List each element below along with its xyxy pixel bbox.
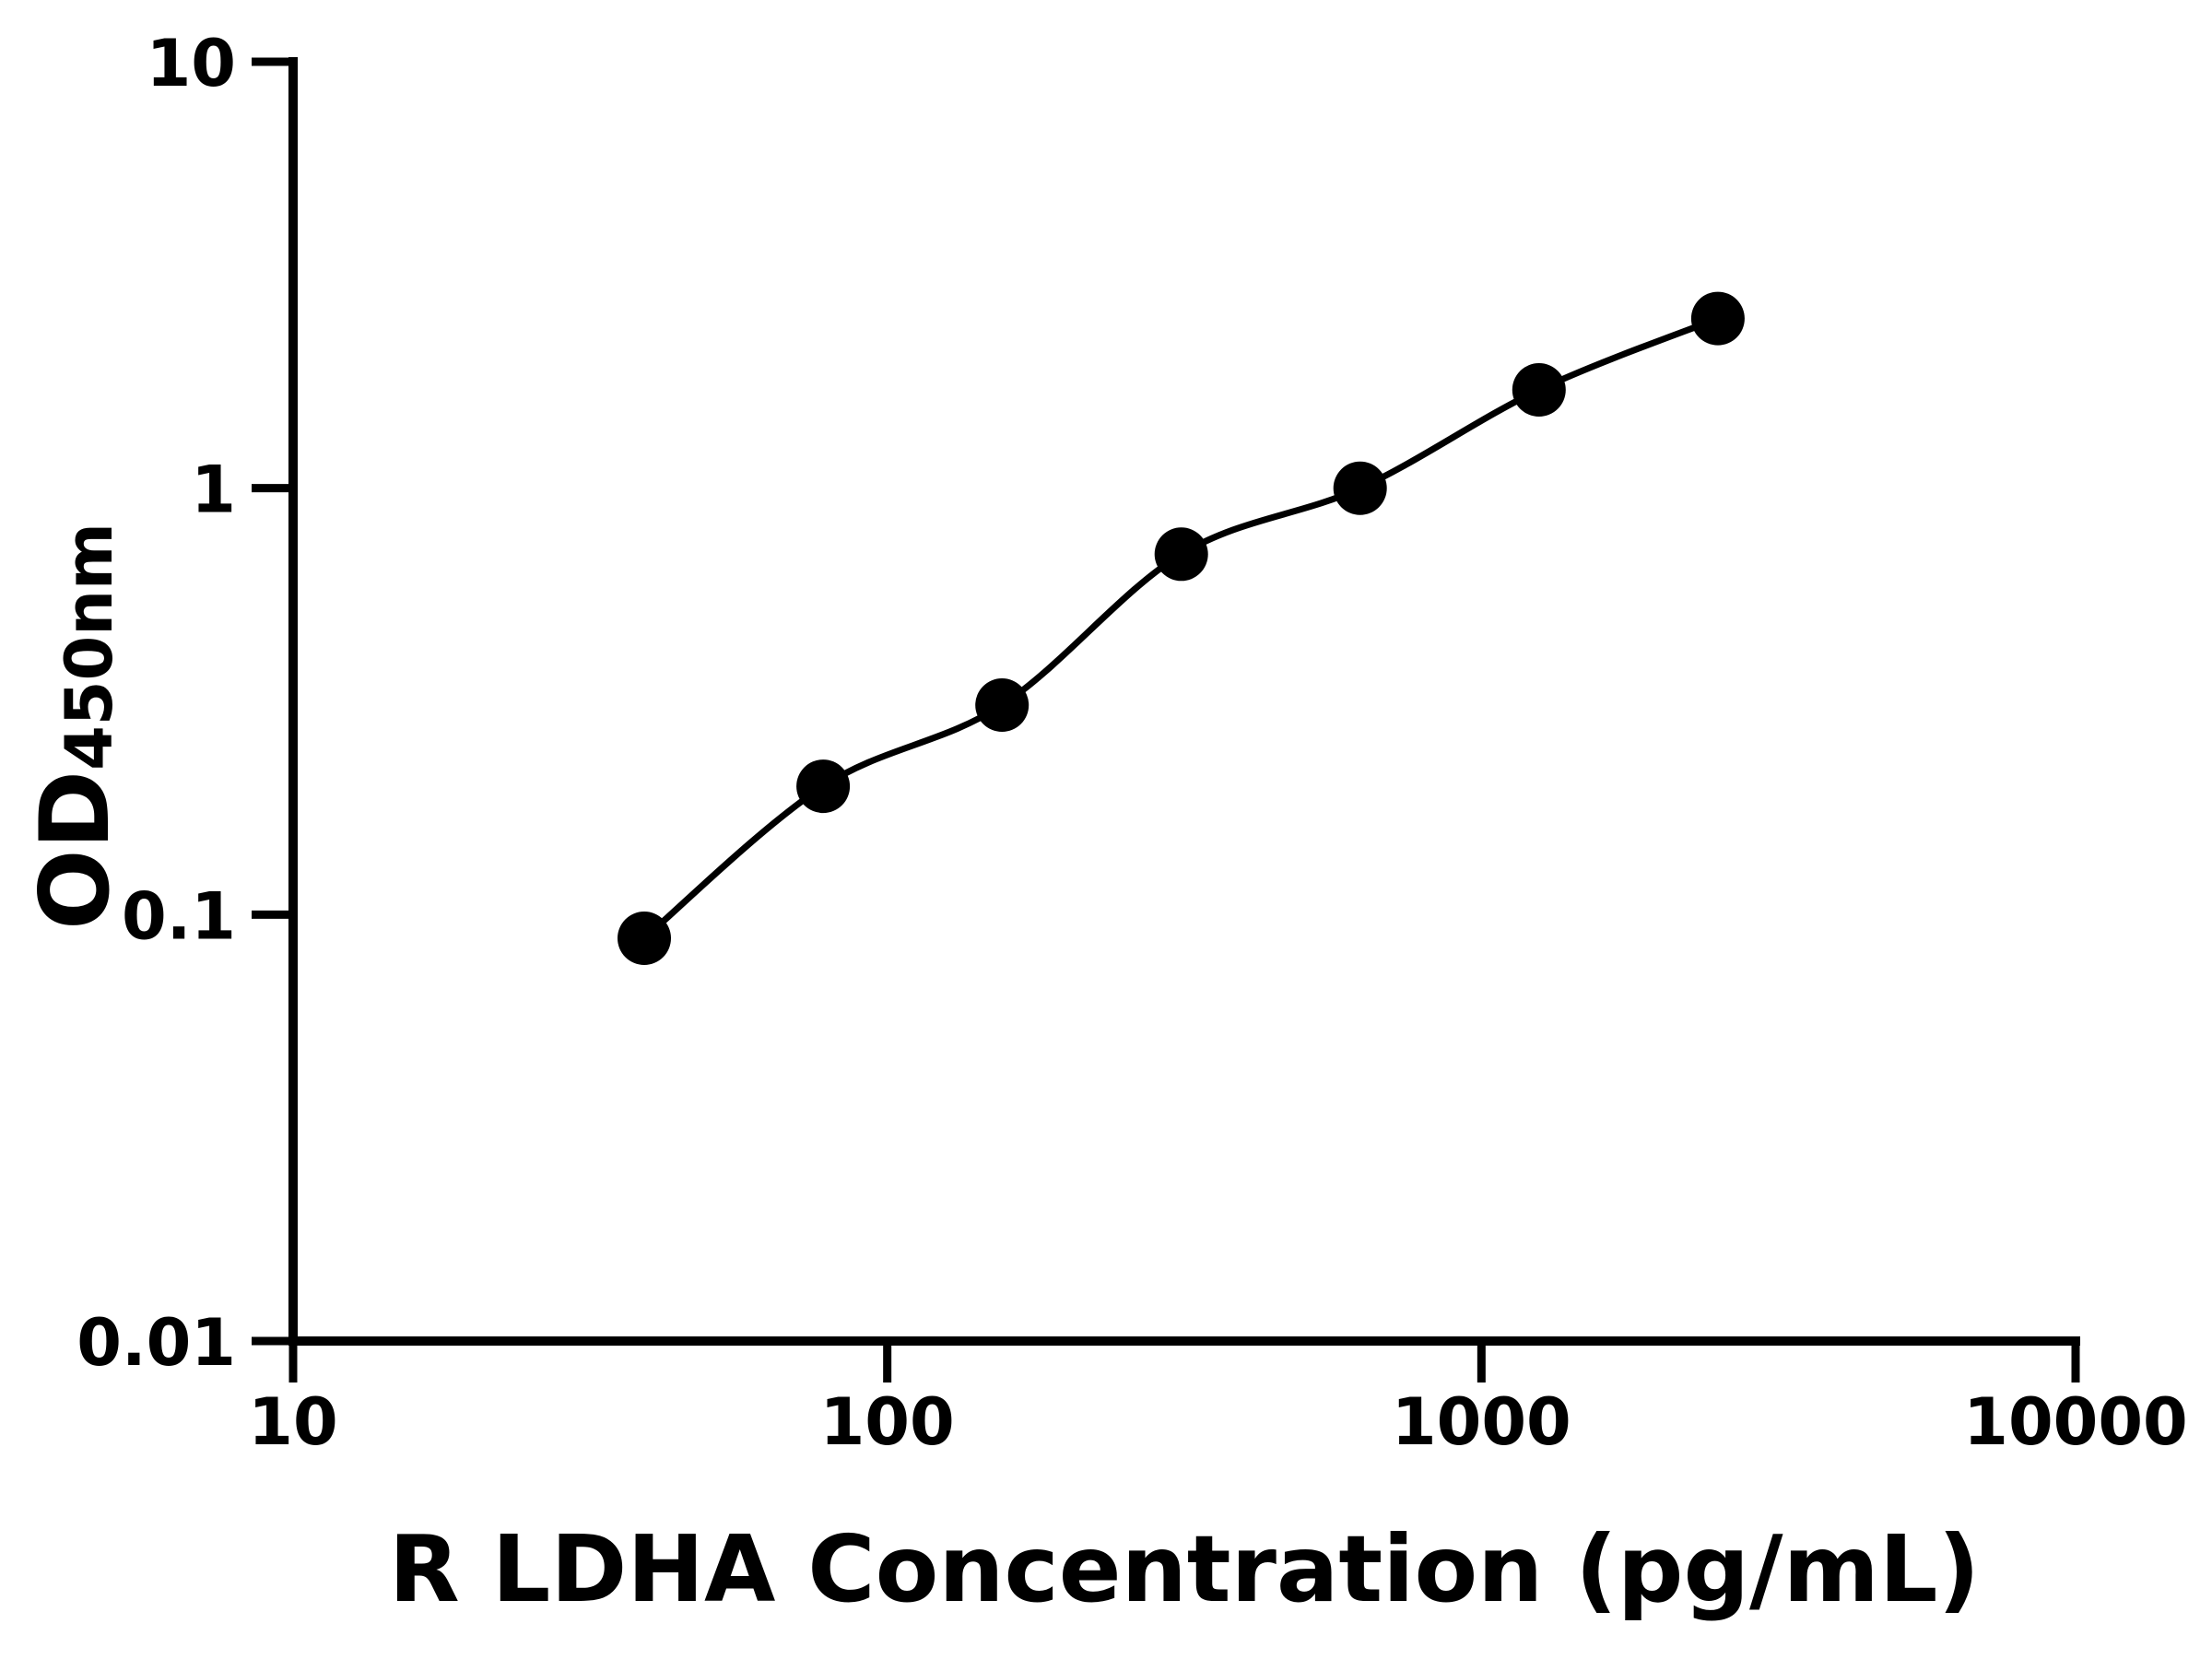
y-axis-title: OD450nm — [20, 523, 131, 930]
x-tick-label: 1000 — [1392, 1384, 1571, 1460]
x-tick-label: 10 — [248, 1384, 337, 1460]
y-tick-label: 0.01 — [76, 1305, 236, 1381]
data-point-marker — [975, 678, 1030, 732]
y-tick-label: 0.1 — [122, 878, 236, 954]
data-point-marker — [1512, 363, 1566, 417]
x-tick-label: 100 — [820, 1384, 955, 1460]
y-tick-label: 10 — [147, 26, 236, 101]
y-tick-label: 1 — [191, 453, 236, 528]
data-point-marker — [796, 759, 851, 814]
axes-spines — [288, 57, 2080, 1346]
fit-curve-line — [641, 315, 1720, 941]
y-axis-title-main: OD — [20, 771, 131, 930]
data-point-marker — [618, 912, 671, 965]
x-tick-label: 10000 — [1963, 1384, 2188, 1460]
x-axis-title: R LDHA Concentration (pg/mL) — [389, 1515, 1980, 1623]
data-point-marker — [1154, 527, 1208, 582]
y-axis-title-subscript: 450nm — [52, 523, 127, 771]
data-point-marker — [1690, 291, 1745, 346]
data-point-marker — [1333, 461, 1387, 515]
